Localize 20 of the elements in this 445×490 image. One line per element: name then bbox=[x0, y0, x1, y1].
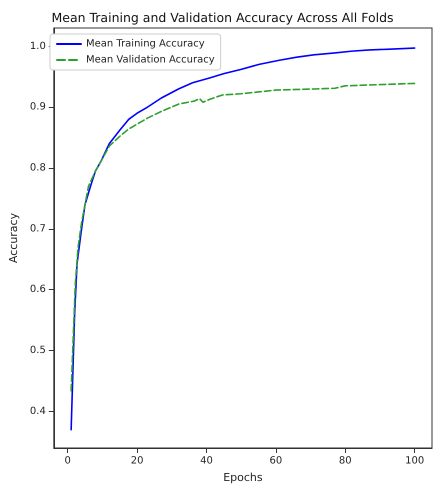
x-tick-label: 40 bbox=[200, 456, 213, 466]
line-series bbox=[70, 82, 416, 392]
y-tick-label: 0.7 bbox=[30, 223, 46, 234]
y-tick-label: 0.8 bbox=[30, 162, 46, 174]
x-tick-label: 0 bbox=[64, 456, 71, 466]
y-tick-label: 0.6 bbox=[30, 284, 46, 296]
y-tick-label: 0.9 bbox=[30, 102, 46, 113]
y-tick-label: 0.5 bbox=[30, 345, 46, 356]
x-axis-title: Epochs bbox=[223, 471, 263, 484]
chart-title: Mean Training and Validation Accuracy Across All Folds bbox=[51, 10, 394, 25]
legend-label: Mean Validation Accuracy bbox=[86, 54, 215, 66]
legend-label: Mean Training Accuracy bbox=[86, 38, 205, 50]
x-tick-label: 80 bbox=[338, 456, 352, 466]
line-series bbox=[70, 47, 416, 431]
y-tick-label: 0.4 bbox=[30, 406, 46, 417]
x-tick-label: 100 bbox=[405, 456, 424, 466]
x-tick-label: 60 bbox=[269, 456, 282, 466]
y-tick-label: 1.0 bbox=[30, 40, 46, 52]
y-axis-title: Accuracy bbox=[7, 212, 20, 264]
x-tick-label: 20 bbox=[130, 456, 144, 466]
